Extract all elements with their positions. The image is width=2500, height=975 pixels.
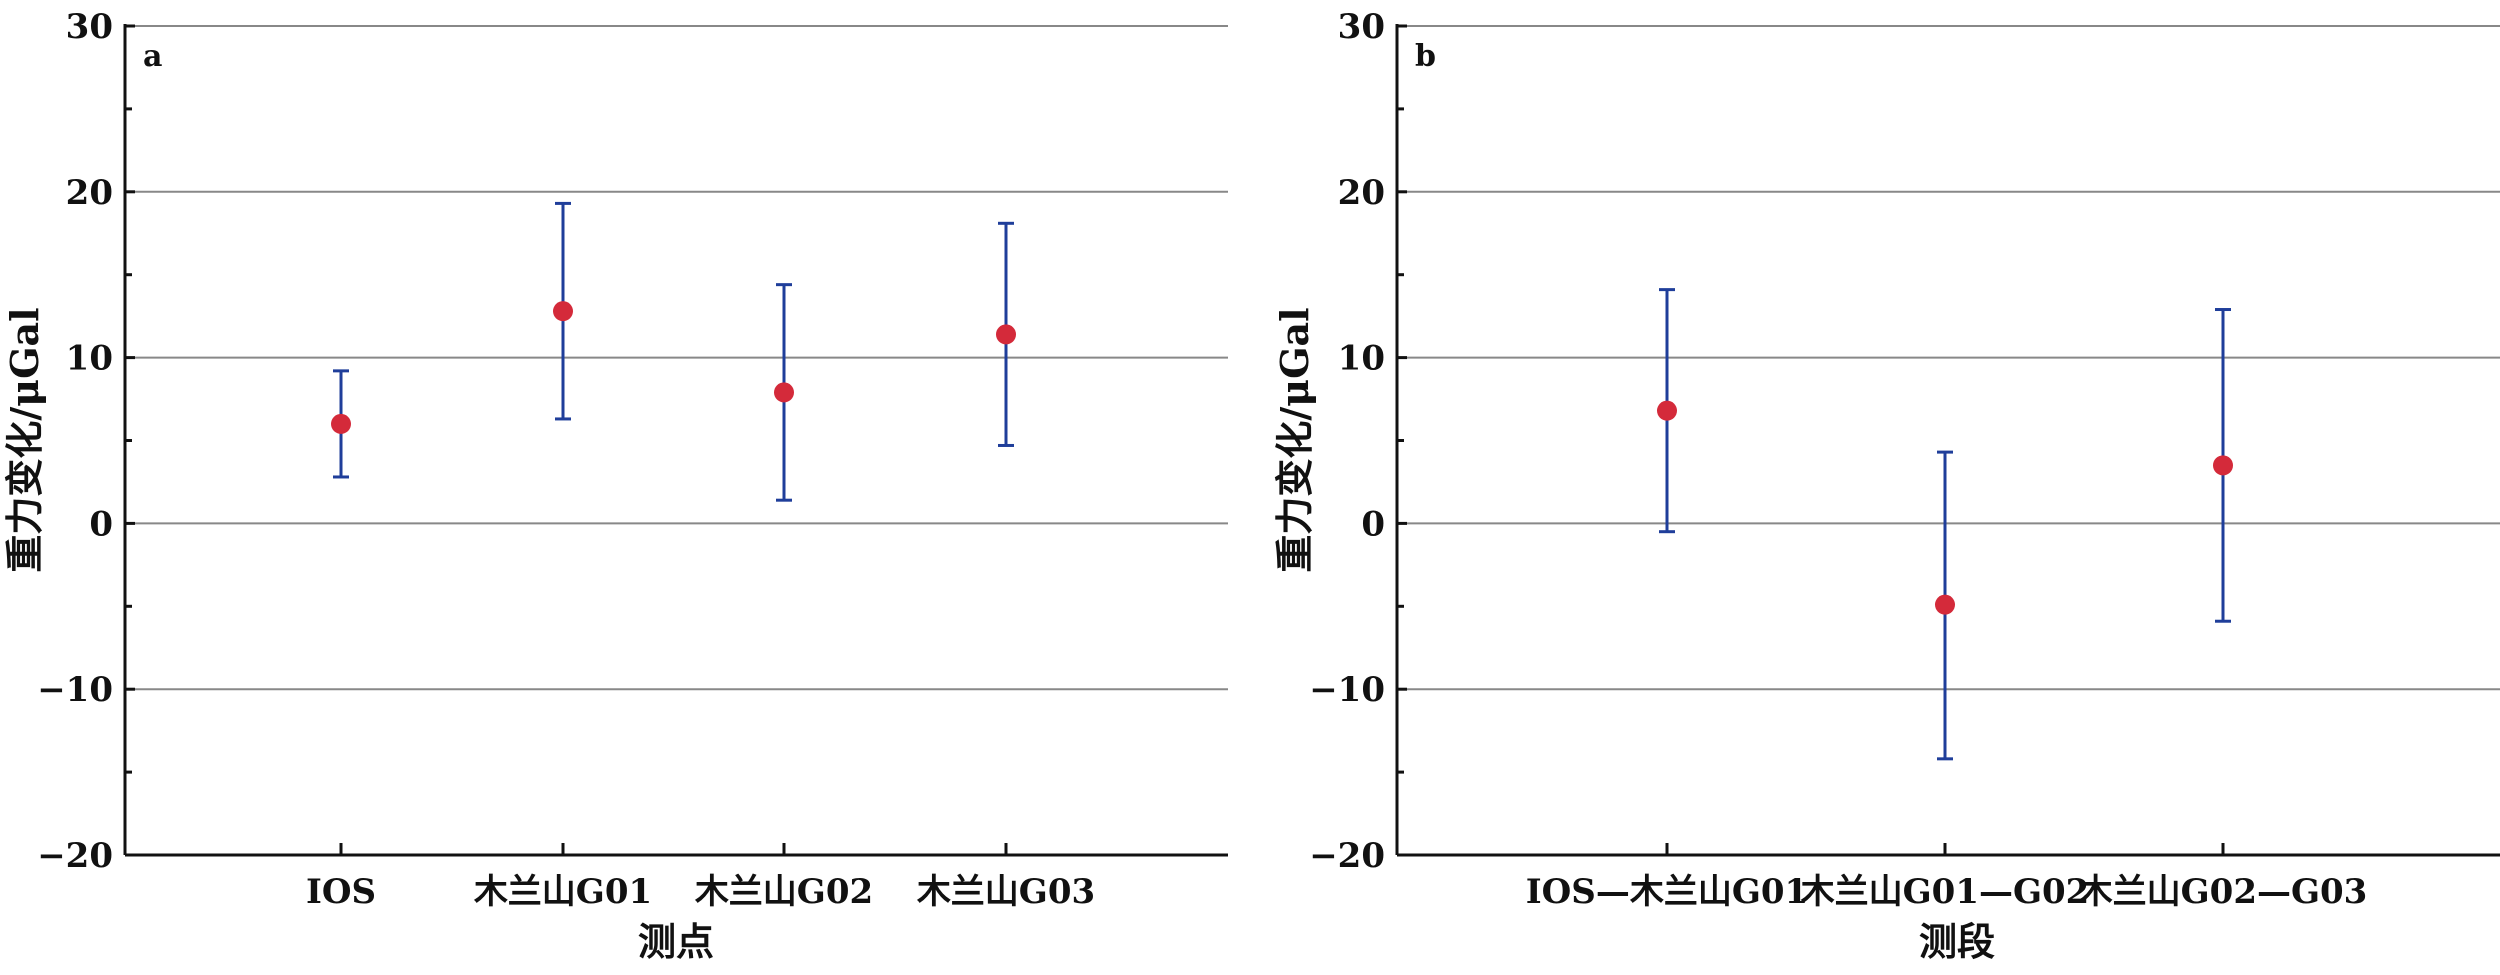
data-point xyxy=(1935,594,1955,615)
panel-label: b xyxy=(1415,39,1436,74)
x-tick-label: 木兰山G01 xyxy=(473,872,652,912)
y-axis-title: 重力变化/μGal xyxy=(1272,307,1317,572)
y-tick-label: −20 xyxy=(37,836,113,876)
panel-b: −20 −10 0 10 20 30 IOS—木兰山G01木兰山G01—G02木兰山G02—… xyxy=(1272,7,2500,964)
y-tick-label: 30 xyxy=(66,7,113,47)
x-tick-label: 木兰山G01—G02 xyxy=(1800,872,2090,912)
y-tick-label: 20 xyxy=(66,173,113,213)
y-tick-label: 30 xyxy=(1338,7,1385,47)
y-tick-label: 10 xyxy=(1338,339,1385,379)
data-point xyxy=(996,324,1016,345)
x-tick-label: 木兰山G02—G03 xyxy=(2078,872,2368,912)
data-point xyxy=(1657,400,1677,421)
y-tick-label: −20 xyxy=(1309,836,1385,876)
y-tick-label: 20 xyxy=(1338,173,1385,213)
panel-a: −20 −10 0 10 20 30 IOS 木兰山G01 木兰山G02 木兰山G03 重力变化/μ… xyxy=(2,7,1228,964)
y-tick-label: 0 xyxy=(1361,504,1385,544)
y-axis-title: 重力变化/μGal xyxy=(2,307,47,572)
y-tick-label: 0 xyxy=(89,504,113,544)
x-tick-label: 木兰山G02 xyxy=(694,872,873,912)
x-axis-title: 测段 xyxy=(1919,919,1995,964)
data-point xyxy=(553,301,573,322)
x-tick-label: IOS—木兰山G01 xyxy=(1526,872,1808,912)
x-tick-label: IOS xyxy=(306,872,376,912)
x-tick-label: 木兰山G03 xyxy=(916,872,1095,912)
x-axis-title: 测点 xyxy=(638,919,714,964)
panel-label: a xyxy=(143,39,162,74)
y-tick-label: 10 xyxy=(66,339,113,379)
data-point xyxy=(774,382,794,403)
y-tick-label: −10 xyxy=(1309,670,1385,710)
data-point xyxy=(2213,455,2233,476)
y-tick-label: −10 xyxy=(37,670,113,710)
data-point xyxy=(331,413,351,434)
